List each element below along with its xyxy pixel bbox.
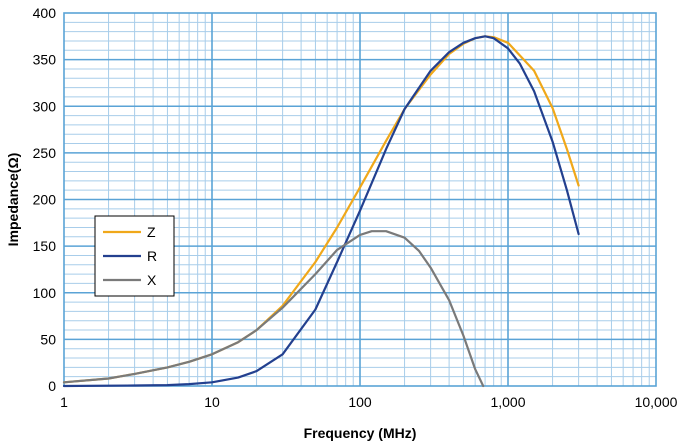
legend: ZRX: [94, 215, 175, 297]
y-tick-label: 200: [33, 192, 57, 208]
legend-label-x: X: [147, 272, 157, 288]
x-tick-label: 10,000: [635, 394, 678, 410]
y-tick-label: 400: [33, 5, 57, 21]
x-tick-labels: 1 10 100 1,000 10,000: [60, 394, 678, 410]
y-tick-label: 150: [33, 238, 57, 254]
y-tick-label: 300: [33, 98, 57, 114]
x-tick-label: 1: [60, 394, 68, 410]
x-tick-label: 100: [348, 394, 372, 410]
series-line-r: [62, 35, 580, 388]
series-line-x: [62, 230, 485, 388]
y-tick-label: 350: [33, 52, 57, 68]
y-tick-label: 50: [40, 331, 56, 347]
x-tick-label: 10: [204, 394, 220, 410]
y-tick-label: 100: [33, 285, 57, 301]
y-axis-title: Impedance(Ω): [5, 153, 21, 247]
y-tick-label: 0: [48, 378, 56, 394]
plot-border: [63, 12, 657, 387]
x-tick-label: 1,000: [490, 394, 525, 410]
y-tick-labels: 0 50 100 150 200 250 300 350 400: [33, 5, 57, 394]
legend-label-z: Z: [147, 224, 156, 240]
y-tick-label: 250: [33, 145, 57, 161]
x-axis-title: Frequency (MHz): [304, 425, 417, 441]
legend-label-r: R: [147, 248, 157, 264]
